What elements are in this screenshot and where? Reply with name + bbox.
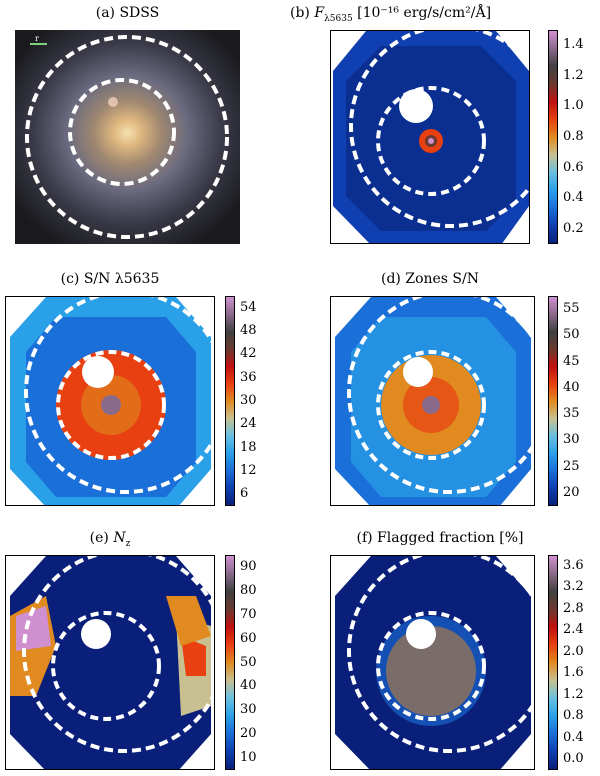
panel-e-tick-label: 30	[240, 702, 257, 718]
panel-c-colorbar	[225, 296, 235, 506]
panel-f-tick-label: 1.6	[563, 665, 584, 681]
panel-b-map	[330, 30, 530, 244]
panel-f-tick-label: 3.6	[563, 557, 584, 573]
panel-f-tick-label: 0.4	[563, 729, 584, 745]
panel-c-tick-label: 36	[240, 369, 257, 385]
panel-b-tick-label: 0.2	[563, 220, 584, 236]
panel-c-title: (c) S/N λ5635	[60, 271, 160, 287]
panel-b-tick-label: 1.2	[563, 67, 584, 83]
panel-d-tick-label: 55	[563, 301, 580, 317]
panel-c-tick-label: 48	[240, 323, 257, 338]
panel-b-tick-label: 0.6	[563, 159, 584, 175]
panel-f-tick-label: 1.2	[563, 686, 584, 702]
panel-e-tick-label: 90	[240, 558, 257, 574]
panel-e-tick-label: 60	[240, 630, 257, 646]
panel-d-tick-label: 35	[563, 406, 580, 422]
panel-d-tick-label: 50	[563, 327, 580, 343]
panel-e-tick-label: 20	[240, 726, 257, 742]
panel-f-tick-label: 0.0	[563, 751, 584, 767]
panel-d-colorbar	[548, 296, 558, 506]
panel-d-tick-label: 40	[563, 379, 580, 395]
panel-f-tick-label: 3.2	[563, 579, 584, 595]
panel-f-title: (f) Flagged fraction [%]	[356, 530, 524, 546]
panel-b-tick-label: 0.4	[563, 190, 584, 206]
panel-c-map	[5, 296, 215, 506]
panel-f-colorbar	[548, 555, 558, 770]
panel-c-tick-label: 24	[240, 416, 257, 432]
panel-b-tick-label: 1.4	[563, 37, 584, 53]
panel-b-tick-label: 1.0	[563, 98, 584, 114]
panel-e-tick-label: 70	[240, 606, 257, 622]
panel-b-title: (b) Fλ5635 [10⁻¹⁶ erg/s/cm²/Å]	[290, 5, 492, 24]
panel-e-title: (e) Nz	[89, 530, 131, 549]
panel-c-tick-label: 18	[240, 439, 257, 455]
panel-e-tick-label: 40	[240, 678, 257, 694]
panel-e-tick-label: 50	[240, 654, 257, 670]
panel-d-tick-label: 20	[563, 484, 580, 500]
panel-f-tick-label: 2.0	[563, 643, 584, 659]
panel-c-tick-label: 54	[240, 299, 257, 315]
panel-f-tick-label: 2.4	[563, 622, 584, 638]
panel-e-tick-label: 80	[240, 582, 257, 598]
panel-c-tick-label: 42	[240, 346, 257, 362]
panel-a-title: (a) SDSS	[95, 5, 160, 21]
panel-e-tick-label: 10	[240, 750, 257, 766]
panel-d-map	[330, 296, 535, 506]
panel-d-tick-label: 45	[563, 353, 580, 369]
panel-e-colorbar	[225, 555, 235, 770]
panel-b-tick-label: 0.8	[563, 129, 584, 144]
panel-f-tick-label: 0.8	[563, 708, 584, 724]
panel-f-tick-label: 2.8	[563, 600, 584, 616]
panel-f-map	[330, 555, 535, 770]
panel-c-tick-label: 6	[240, 486, 249, 502]
panel-d-tick-label: 30	[563, 432, 580, 448]
panel-c-tick-label: 12	[240, 463, 257, 478]
panel-d-title: (d) Zones S/N	[381, 271, 479, 287]
panel-e-map	[5, 555, 215, 770]
panel-a-image: r	[15, 30, 240, 244]
panel-b-colorbar	[548, 30, 558, 244]
scale-bar-label: r	[35, 34, 39, 43]
panel-c-tick-label: 30	[240, 393, 257, 408]
panel-d-tick-label: 25	[563, 458, 580, 474]
